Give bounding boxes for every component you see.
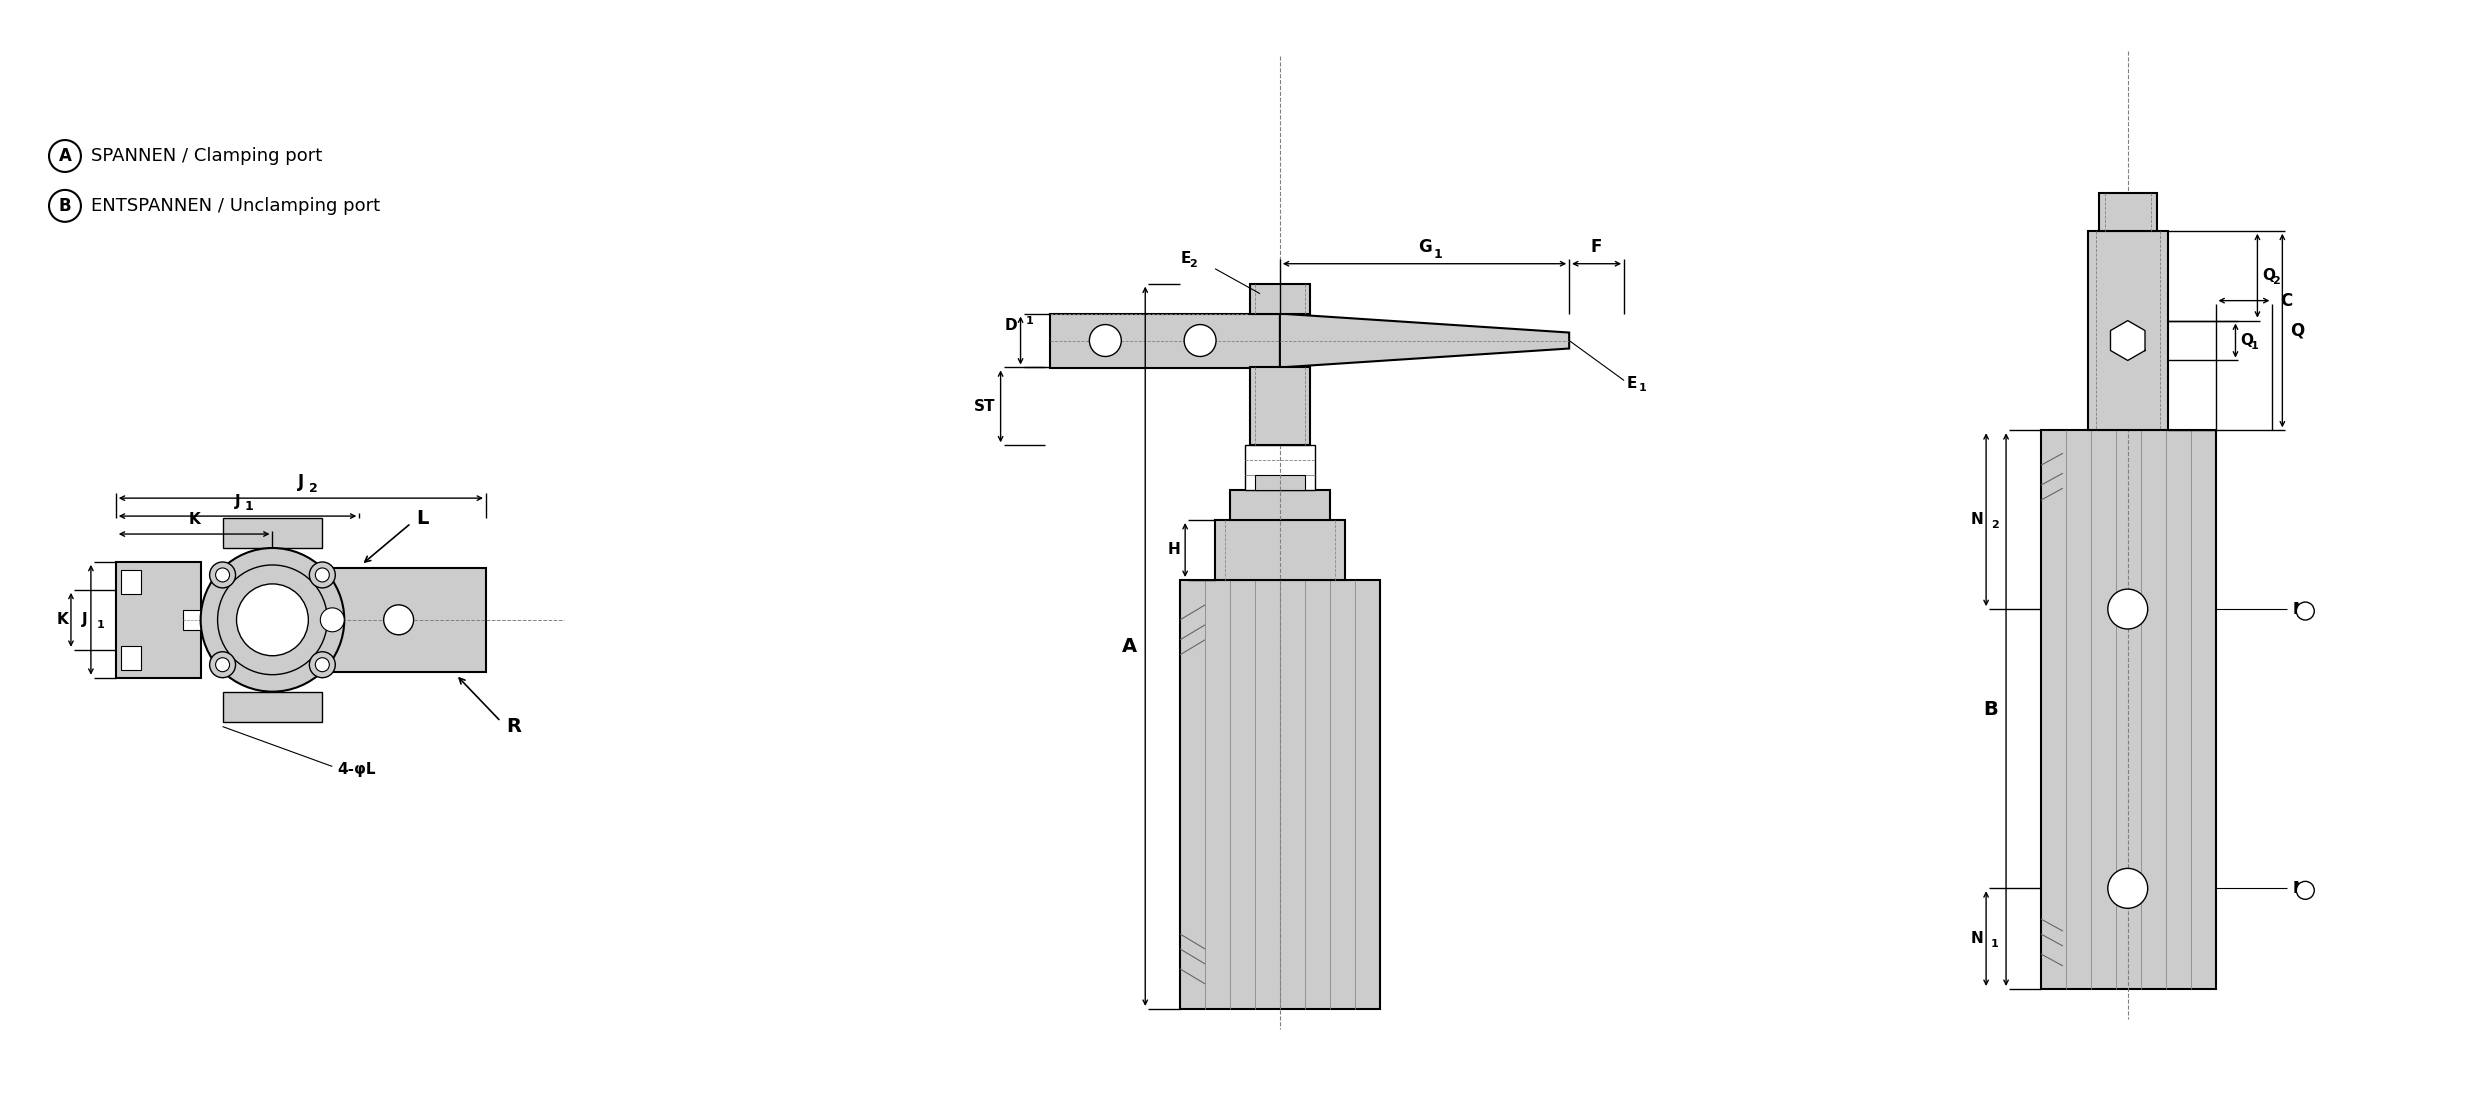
Text: D: D [1004, 318, 1017, 333]
Circle shape [320, 608, 345, 631]
Text: B: B [1984, 700, 1999, 719]
Circle shape [1183, 324, 1215, 356]
Text: G: G [1419, 238, 1431, 255]
Circle shape [315, 658, 330, 672]
Text: J: J [236, 494, 241, 509]
Text: B: B [60, 197, 72, 215]
Circle shape [201, 548, 345, 692]
Bar [1215, 520, 1344, 580]
Bar [184, 609, 201, 630]
Text: 1: 1 [246, 500, 253, 513]
Text: E: E [1180, 251, 1190, 266]
Bar [122, 570, 141, 594]
Text: A: A [60, 147, 72, 165]
Bar [2098, 192, 2158, 231]
Circle shape [1089, 324, 1121, 356]
Text: M: M [2292, 881, 2306, 895]
Bar [1230, 491, 1329, 520]
Text: SPANNEN / Clamping port: SPANNEN / Clamping port [92, 147, 322, 165]
Bar [223, 692, 322, 722]
Circle shape [2296, 602, 2314, 620]
Text: M: M [2292, 602, 2306, 617]
Text: 2: 2 [310, 482, 317, 495]
Bar [1180, 580, 1379, 1009]
Bar [1250, 367, 1309, 446]
Text: N: N [1972, 513, 1984, 527]
Bar [236, 568, 486, 672]
Circle shape [315, 568, 330, 582]
Text: 2: 2 [2272, 276, 2279, 286]
Bar [2041, 430, 2215, 989]
Bar [1245, 446, 1314, 491]
Bar [223, 518, 322, 548]
Text: Q: Q [2262, 268, 2277, 283]
Text: K: K [188, 513, 201, 527]
Circle shape [50, 140, 82, 172]
Bar [1250, 284, 1309, 314]
Circle shape [216, 658, 231, 672]
Text: N: N [1972, 931, 1984, 946]
Polygon shape [1280, 314, 1570, 367]
Text: Q: Q [2292, 321, 2304, 340]
Text: Q: Q [2239, 333, 2254, 348]
Bar [122, 646, 141, 670]
Text: J: J [298, 473, 305, 491]
Bar [1255, 475, 1304, 491]
Text: F: F [1590, 238, 1602, 255]
Text: L: L [417, 508, 429, 528]
Text: A: A [2301, 606, 2309, 616]
Circle shape [2108, 590, 2148, 629]
Text: C: C [2282, 292, 2292, 309]
Text: 1: 1 [1639, 384, 1647, 394]
Text: 4-φL: 4-φL [337, 762, 377, 777]
Text: J: J [82, 613, 87, 627]
Text: B: B [2301, 886, 2309, 895]
Text: 2: 2 [1188, 258, 1198, 268]
Text: A: A [1121, 637, 1138, 656]
Circle shape [216, 568, 231, 582]
Circle shape [2296, 881, 2314, 900]
Circle shape [310, 562, 335, 587]
Text: 2: 2 [1991, 519, 1999, 530]
Text: 1: 1 [2249, 341, 2259, 351]
Text: K: K [57, 613, 67, 627]
Bar [1052, 314, 1309, 369]
Text: ST: ST [975, 399, 994, 414]
Circle shape [310, 651, 335, 678]
Circle shape [211, 562, 236, 587]
Text: 1: 1 [1433, 248, 1443, 261]
Text: R: R [506, 717, 521, 736]
Circle shape [211, 651, 236, 678]
Text: H: H [1168, 542, 1180, 558]
Text: ENTSPANNEN / Unclamping port: ENTSPANNEN / Unclamping port [92, 197, 379, 215]
Circle shape [236, 584, 308, 656]
Circle shape [218, 565, 327, 674]
Circle shape [384, 605, 414, 635]
Text: 1: 1 [1027, 316, 1034, 326]
Circle shape [50, 190, 82, 222]
Circle shape [2108, 868, 2148, 909]
Text: 1: 1 [97, 619, 104, 630]
Polygon shape [2110, 320, 2145, 361]
Bar [2088, 231, 2168, 430]
Bar [117, 562, 201, 678]
Text: E: E [1627, 376, 1637, 390]
Text: 1: 1 [1991, 938, 1999, 948]
